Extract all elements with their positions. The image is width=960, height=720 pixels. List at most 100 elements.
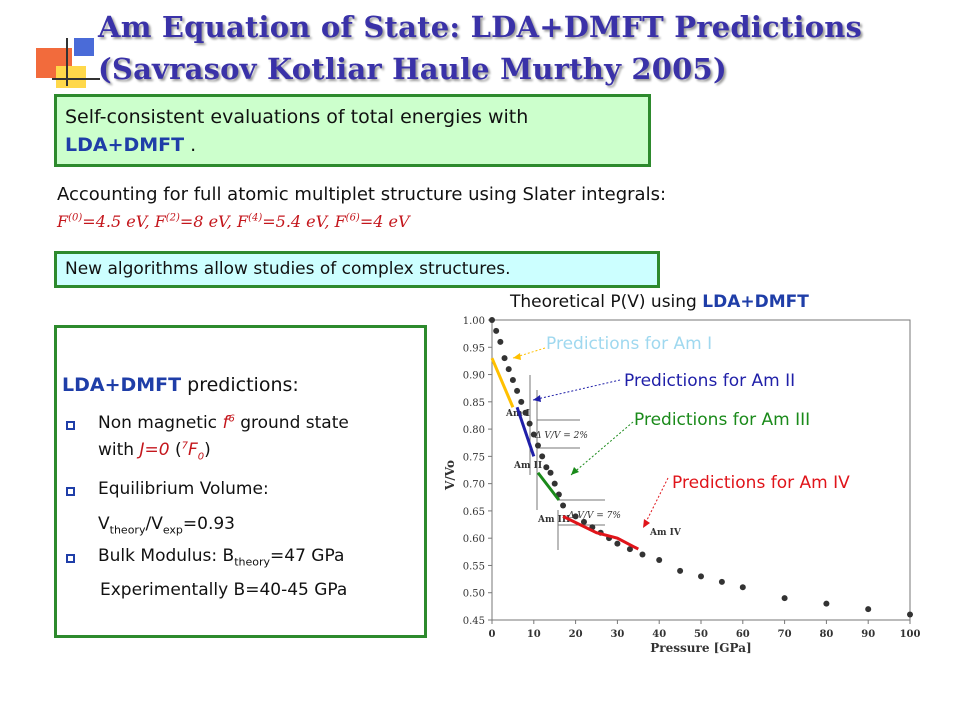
b1-sup7: 7: [181, 440, 188, 452]
arrow-head-am2: [533, 395, 541, 402]
callout-am4: Predictions for Am IV: [672, 473, 850, 493]
callout-arrows: [512, 347, 669, 529]
x-tick-label: 100: [900, 629, 921, 640]
x-tick-label: 90: [861, 629, 875, 640]
experimental-point: [505, 366, 512, 373]
x-tick-label: 40: [652, 629, 666, 640]
bullet-equilibrium: Equilibrium Volume:: [98, 479, 269, 499]
experimental-point: [518, 398, 525, 405]
experimental-point: [514, 387, 521, 394]
experimental-point: [823, 600, 830, 607]
y-tick-label: 0.90: [463, 371, 485, 382]
y-tick-label: 0.85: [463, 398, 485, 409]
experimental-point: [781, 595, 788, 602]
predictions-heading: LDA+DMFT predictions:: [62, 374, 299, 396]
x-axis-label: Pressure [GPa]: [650, 641, 751, 655]
bullet-ground-state: Non magnetic f6 ground state: [98, 413, 349, 433]
phase-label-am1: Am I: [505, 409, 530, 419]
experimental-point: [560, 502, 567, 509]
intro-text: Self-consistent evaluations of total ene…: [65, 106, 529, 128]
arrow-head-am3: [571, 467, 579, 475]
dv-annotation-7: Δ V/V = 7%: [567, 511, 621, 521]
y-tick-label: 0.50: [463, 589, 485, 600]
x-tick-label: 50: [694, 629, 708, 640]
b3-sub: theory: [234, 555, 271, 569]
v1-sub: theory: [109, 523, 146, 537]
arrow-am4: [642, 477, 669, 529]
experimental-point: [526, 420, 533, 427]
experimental-point: [739, 584, 746, 591]
f0-sup: (0): [68, 212, 83, 224]
prediction-line-am1: [490, 357, 515, 408]
experimental-point: [497, 338, 504, 345]
x-tick-label: 30: [610, 629, 624, 640]
b1-f: f: [222, 413, 229, 433]
arrow-am1: [512, 347, 546, 359]
intro-box: Self-consistent evaluations of total ene…: [54, 94, 651, 167]
experimental-point: [489, 317, 495, 323]
predictions-heading-bold: LDA+DMFT: [62, 374, 182, 396]
experimental-point: [677, 567, 684, 574]
arrow-head-am1: [513, 353, 521, 360]
callout-am3: Predictions for Am III: [634, 410, 811, 430]
page-subtitle: (Savrasov Kotliar Haule Murthy 2005): [98, 52, 727, 86]
v1: V: [98, 514, 110, 534]
b1-sub0: 0: [197, 451, 205, 463]
y-tick-label: 1.00: [463, 316, 485, 327]
b1-a: Non magnetic: [98, 413, 223, 433]
experimental-point: [656, 557, 663, 563]
callout-am2: Predictions for Am II: [624, 371, 796, 391]
plot-title: Theoretical P(V) using LDA+DMFT: [510, 292, 809, 312]
arrow-head-am4: [643, 519, 650, 528]
logo-blue-square: [74, 38, 94, 56]
experimental-point: [865, 606, 872, 613]
accounting-text: Accounting for full atomic multiplet str…: [57, 184, 667, 205]
plot-frame: [491, 319, 911, 621]
experimental-point: [530, 431, 537, 438]
y-tick-label: 0.45: [463, 616, 485, 627]
prediction-line-am3: [536, 471, 561, 501]
phase-label-am4: Am IV: [649, 528, 682, 538]
intro-tail: .: [184, 134, 197, 156]
algorithms-box: New algorithms allow studies of complex …: [54, 251, 660, 288]
experimental-point: [493, 327, 500, 334]
arrow-am3: [570, 421, 634, 476]
experimental-point: [522, 409, 529, 416]
y-tick-label: 0.80: [463, 425, 485, 436]
y-tick-label: 0.60: [463, 534, 485, 545]
experimental-point: [539, 453, 546, 460]
y-tick-label: 0.75: [463, 452, 485, 463]
b3-val: =47 GPa: [270, 546, 345, 566]
phase-label-am2: Am II: [513, 461, 542, 471]
x-tick-label: 60: [736, 629, 750, 640]
logo-horizontal-line: [52, 78, 100, 80]
experimental-point: [626, 546, 633, 553]
intro-bold: LDA+DMFT: [65, 134, 185, 156]
x-tick-label: 10: [527, 629, 541, 640]
v2-sub: exp: [162, 523, 183, 537]
bullet-square-icon: [66, 554, 75, 563]
x-tick-label: 70: [778, 629, 792, 640]
plot-title-text: Theoretical P(V) using: [510, 292, 703, 312]
experimental-point: [614, 540, 621, 547]
y-axis-ticks: 1.00 0.95 0.90 0.85 0.80 0.75 0.70 0.65 0.60 0.55…: [463, 316, 492, 627]
pv-chart: 1.00 0.95 0.90 0.85 0.80 0.75 0.70 0.65 0.60 0.55…: [443, 316, 921, 655]
volume-ratio: Vtheory/Vexp=0.93: [98, 514, 235, 536]
bullet-bulk-modulus: Bulk Modulus: Btheory=47 GPa: [98, 546, 344, 568]
predictions-box: [54, 325, 427, 638]
bullet-ground-state-line2: with J=0 (7F0): [98, 440, 211, 462]
y-tick-label: 0.95: [463, 343, 485, 354]
experimental-point: [698, 573, 704, 580]
arrow-am2: [532, 379, 621, 401]
experimental-point: [907, 611, 913, 618]
plot-title-bold: LDA+DMFT: [702, 292, 809, 312]
experimental-point: [509, 377, 516, 383]
x-tick-label: 20: [569, 629, 583, 640]
algorithms-text: New algorithms allow studies of complex …: [65, 259, 511, 279]
experimental-point: [639, 551, 646, 558]
b1-f-sup: 6: [228, 413, 235, 425]
logo-yellow-square: [56, 66, 86, 88]
slater-integrals: F(0)=4.5 eV, F(2)=8 eV, F(4)=5.4 eV, F(6…: [57, 212, 410, 231]
phase-label-am3: Am III: [537, 515, 570, 525]
experimental-point: [543, 464, 550, 471]
